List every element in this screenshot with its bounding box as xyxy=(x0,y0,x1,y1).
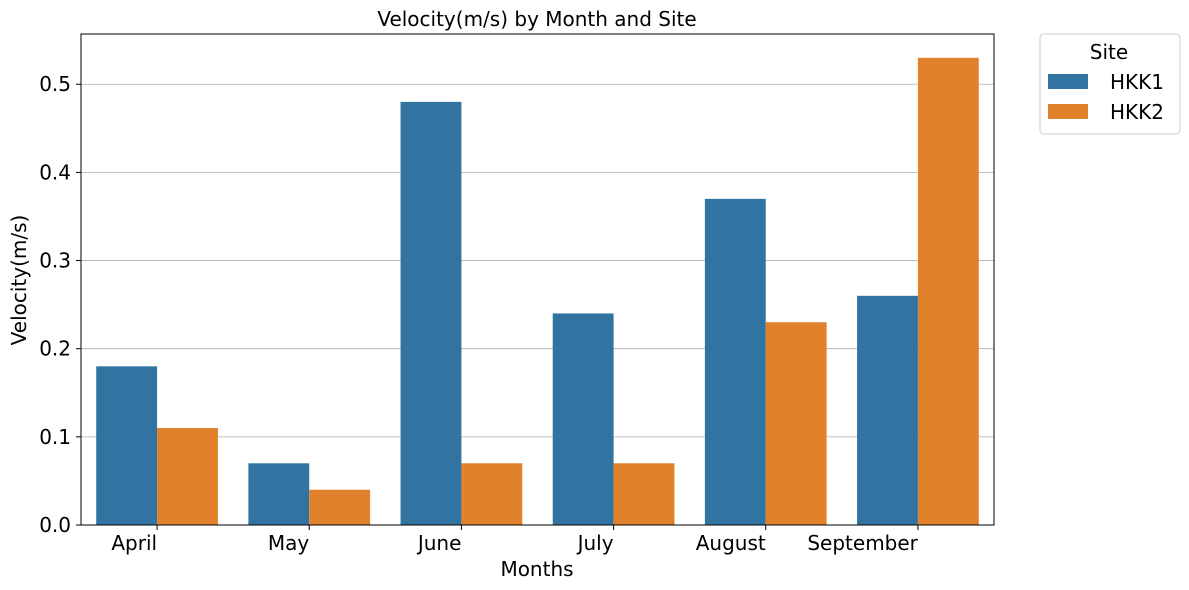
x-axis-label: Months xyxy=(500,557,573,581)
x-tick-label: September xyxy=(807,531,918,555)
y-tick-label: 0.0 xyxy=(39,513,71,537)
x-tick-label: May xyxy=(268,531,310,555)
y-tick-label: 0.4 xyxy=(39,160,71,184)
x-tick-label: April xyxy=(111,531,157,555)
legend-label: HKK2 xyxy=(1110,100,1164,124)
legend-items: HKK1 HKK2 xyxy=(1048,70,1164,124)
legend-label: HKK1 xyxy=(1110,70,1164,94)
legend-swatch xyxy=(1048,74,1088,89)
legend-title: Site xyxy=(1090,40,1128,64)
legend-swatch xyxy=(1048,104,1088,119)
y-axis-ticks: 0.0 0.1 0.2 0.3 0.4 0.5 xyxy=(39,72,81,537)
y-tick-label: 0.2 xyxy=(39,337,71,361)
bar-HKK1-April xyxy=(96,366,158,525)
plot-frame xyxy=(80,33,995,526)
bar-HKK2-August xyxy=(765,322,827,525)
bar-HKK2-June xyxy=(461,463,523,525)
bar-HKK1-September xyxy=(857,295,918,525)
chart-title: Velocity(m/s) by Month and Site xyxy=(377,7,696,31)
y-tick-label: 0.1 xyxy=(39,425,71,449)
x-axis-ticks: April May June July August September xyxy=(111,525,919,555)
legend: Site HKK1 HKK2 xyxy=(1039,33,1181,135)
x-tick-label: July xyxy=(576,531,614,555)
bar-HKK2-May xyxy=(309,489,371,525)
x-tick-label: June xyxy=(416,531,462,555)
gridlines xyxy=(81,83,994,438)
y-tick-label: 0.3 xyxy=(39,249,71,273)
bar-HKK2-July xyxy=(613,463,675,525)
y-axis-label: Velocity(m/s) xyxy=(7,215,31,346)
bar-HKK1-July xyxy=(552,313,614,525)
y-tick-label: 0.5 xyxy=(39,72,71,96)
x-tick-label: August xyxy=(696,531,766,555)
bars xyxy=(96,57,979,525)
bar-HKK2-September xyxy=(917,57,979,525)
bar-HKK1-August xyxy=(704,198,766,525)
bar-HKK1-June xyxy=(400,101,462,525)
bar-HKK1-May xyxy=(248,463,310,525)
bar-HKK2-April xyxy=(157,428,218,525)
